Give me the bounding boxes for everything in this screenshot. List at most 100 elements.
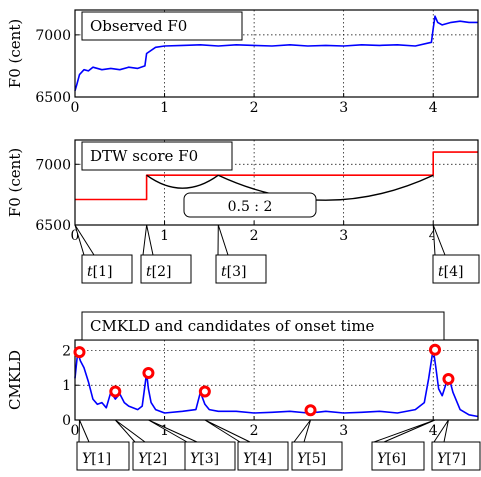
y-axis-label: F0 (cent) <box>6 19 24 88</box>
x-tick-label: 1 <box>160 228 169 244</box>
onset-candidates <box>73 343 455 417</box>
chart-panel-2: 0 1 2 3 4 6500 7000 F0 (cent) DTW score F0 <box>6 139 479 244</box>
x-tick-label: 3 <box>339 423 348 439</box>
y-tick-label: 1 <box>62 378 71 394</box>
x-tick-label: 1 <box>160 423 169 439</box>
y-candidate-1-pointer <box>78 419 90 443</box>
y-candidate-5-box <box>291 441 343 471</box>
y-candidate-5-label: Y[5] <box>297 451 326 467</box>
y-candidate-2-label: Y[2] <box>138 451 167 467</box>
t-marker-4-pointer <box>432 224 446 256</box>
onset-circle-6 <box>429 343 442 356</box>
t-marker-2-pointer <box>142 224 154 256</box>
y-axis-label: F0 (cent) <box>6 148 24 217</box>
t-marker-1-pointer <box>74 224 95 256</box>
t-marker-3-pointer <box>217 224 229 256</box>
chart-title: CMKLD and candidates of onset time <box>90 317 375 335</box>
y-candidate-3-pointer <box>148 419 198 443</box>
y-candidate-6: Y[6] <box>371 419 436 471</box>
x-tick-label: 4 <box>429 100 438 116</box>
t-marker-3-var: t <box>221 264 227 280</box>
y-candidate-3-var: Y <box>190 451 201 467</box>
x-tick-label: 3 <box>339 228 348 244</box>
y-candidate-3-box <box>184 441 236 471</box>
x-tick-label: 4 <box>429 423 438 439</box>
y-tick-label: 2 <box>62 343 71 359</box>
y-candidate-1-var: Y <box>82 451 93 467</box>
y-candidate-7-var: Y <box>437 451 448 467</box>
y-candidate-4-pointer <box>204 419 251 443</box>
t-marker-4-box <box>432 254 480 284</box>
y-candidate-2-idx: [2] <box>147 451 167 467</box>
x-tick-label: 4 <box>429 228 438 244</box>
t-marker-4-var: t <box>438 264 444 280</box>
t-marker-1-idx: [1] <box>93 264 113 280</box>
t-marker-1-box <box>81 254 133 284</box>
t-marker-2: t[2] <box>140 224 192 284</box>
y-candidate-7: Y[7] <box>431 419 481 471</box>
series-line-1 <box>74 347 479 418</box>
t-marker-4-label: t[4] <box>438 264 463 280</box>
chart-title: Observed F0 <box>90 17 187 35</box>
onset-circle-7 <box>442 372 455 385</box>
t-marker-2-label: t[2] <box>146 264 171 280</box>
y-candidate-5-var: Y <box>297 451 308 467</box>
y-tick-label: 0 <box>62 413 71 429</box>
axes-frame <box>74 139 479 226</box>
t-marker-2-box <box>140 254 192 284</box>
bracket-arc-long <box>217 174 434 201</box>
y-candidate-2-pointer <box>114 419 146 443</box>
t-marker-3-box <box>215 254 267 284</box>
t-marker-3-idx: [3] <box>227 264 247 280</box>
y-candidate-4-idx: [4] <box>252 451 272 467</box>
onset-circle-4 <box>198 385 211 398</box>
ratio-label: 0.5 : 2 <box>228 199 273 215</box>
y-candidate-4-box <box>237 441 289 471</box>
x-tick-label: 0 <box>71 423 80 439</box>
y-candidate-6-label: Y[6] <box>377 451 406 467</box>
t-marker-4: t[4] <box>432 224 480 284</box>
y-candidate-5-pointer <box>293 419 312 443</box>
ratio-box <box>183 192 317 218</box>
bracket-arc-short <box>146 174 219 189</box>
y-candidate-2-var: Y <box>138 451 149 467</box>
y-candidate-2-box <box>132 441 186 471</box>
y-candidate-7-idx: [7] <box>446 451 466 467</box>
y-candidate-1-label: Y[1] <box>82 451 111 467</box>
t-marker-1-label: t[1] <box>87 264 112 280</box>
onset-circle-1 <box>73 346 86 359</box>
series-line-1 <box>74 15 478 92</box>
onset-circle-2 <box>109 385 122 398</box>
y-candidate-3-idx: [3] <box>199 451 219 467</box>
axes-frame <box>74 9 479 98</box>
title-box <box>81 311 445 341</box>
y-candidate-4: Y[4] <box>204 419 289 471</box>
title-box <box>81 141 233 171</box>
x-tick-label: 1 <box>160 100 169 116</box>
chart-title: DTW score F0 <box>90 147 198 165</box>
onset-circle-5 <box>304 404 317 417</box>
y-candidate-6-box <box>371 441 425 471</box>
x-tick-label: 3 <box>339 100 348 116</box>
y-candidate-1-box <box>76 441 130 471</box>
y-tick-label: 7000 <box>35 157 71 173</box>
y-candidate-3-label: Y[3] <box>190 451 219 467</box>
chart-panel-3: 0 1 2 3 4 0 1 2 CMKLD CMKLD and candidates of ons… <box>6 311 479 439</box>
y-candidate-7-pointer <box>433 419 449 443</box>
t-marker-1-var: t <box>87 264 93 280</box>
y-candidate-3: Y[3] <box>148 419 236 471</box>
y-tick-label: 7000 <box>35 28 71 44</box>
y-candidate-1-idx: [1] <box>91 451 111 467</box>
x-tick-label: 0 <box>71 228 80 244</box>
t-marker-2-idx: [2] <box>152 264 172 280</box>
y-candidate-7-label: Y[7] <box>437 451 466 467</box>
t-marker-4-idx: [4] <box>444 264 464 280</box>
y-candidate-6-pointer <box>373 419 436 443</box>
x-tick-label: 2 <box>250 423 259 439</box>
t-marker-3: t[3] <box>215 224 267 284</box>
y-candidate-5-idx: [5] <box>306 451 326 467</box>
y-candidate-5: Y[5] <box>291 419 343 471</box>
y-candidate-2: Y[2] <box>114 419 186 471</box>
